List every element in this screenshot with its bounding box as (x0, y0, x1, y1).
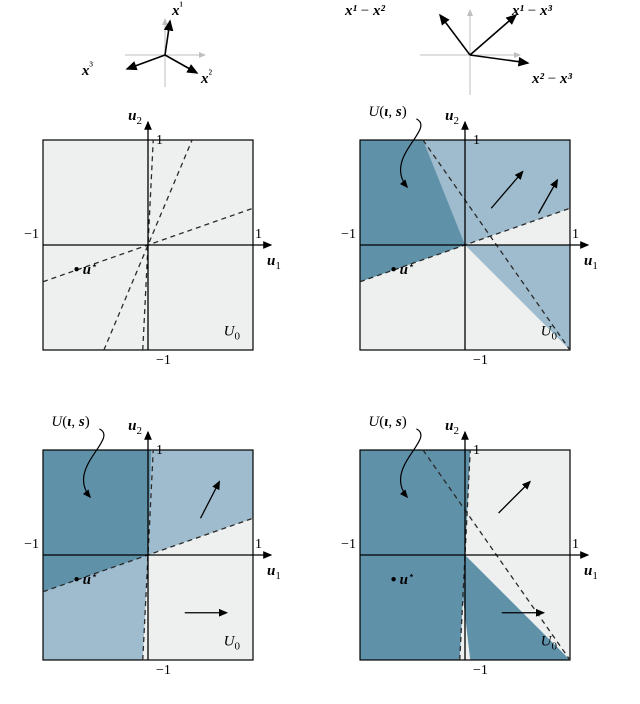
svg-text:u1: u1 (267, 563, 281, 582)
svg-text:u2: u2 (445, 108, 459, 127)
svg-text:x³: x³ (81, 59, 94, 79)
svg-text:u1: u1 (267, 253, 281, 272)
svg-text:−1: −1 (341, 227, 356, 242)
svg-text:1: 1 (572, 537, 579, 552)
svg-text:x¹ − x²: x¹ − x² (344, 3, 385, 19)
svg-text:1: 1 (156, 443, 163, 458)
svg-text:u2: u2 (128, 108, 142, 127)
svg-text:−1: −1 (24, 537, 39, 552)
svg-text:x¹ − x³: x¹ − x³ (511, 3, 552, 19)
svg-text:x¹: x¹ (171, 0, 184, 19)
svg-text:u2: u2 (128, 418, 142, 437)
svg-text:−1: −1 (341, 537, 356, 552)
svg-text:x²: x² (200, 67, 213, 87)
svg-text:−1: −1 (473, 353, 488, 368)
svg-text:1: 1 (255, 537, 262, 552)
svg-text:1: 1 (255, 227, 262, 242)
svg-text:−1: −1 (24, 227, 39, 242)
svg-text:u1: u1 (584, 563, 598, 582)
svg-text:1: 1 (572, 227, 579, 242)
svg-text:1: 1 (473, 133, 480, 148)
svg-text:U(ι, s): U(ι, s) (51, 414, 89, 430)
svg-text:x² − x³: x² − x³ (531, 71, 572, 87)
svg-text:1: 1 (473, 443, 480, 458)
svg-text:U(ι, s): U(ι, s) (368, 414, 406, 430)
svg-text:u2: u2 (445, 418, 459, 437)
svg-text:−1: −1 (156, 353, 171, 368)
svg-text:−1: −1 (156, 663, 171, 678)
svg-text:U(ι, s): U(ι, s) (368, 104, 406, 120)
svg-text:1: 1 (156, 133, 163, 148)
svg-text:u1: u1 (584, 253, 598, 272)
svg-text:−1: −1 (473, 663, 488, 678)
